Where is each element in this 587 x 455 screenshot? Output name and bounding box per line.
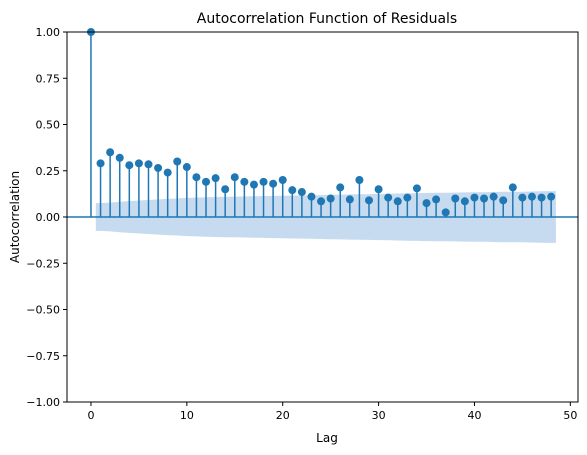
acf-point-20 [278,176,287,184]
acf-point-45 [518,193,527,202]
acf-point-39 [460,197,469,206]
acf-point-18 [259,177,268,186]
axes-layer: 0 10 20 30 40 50 −1.00 −0.75 −0.50 −0.25 0.00 0.25 0… [26,26,579,422]
acf-point-17 [249,180,258,189]
acf-point-47 [537,193,546,202]
acf-point-10 [182,163,191,172]
acf-point-1 [96,159,105,168]
acf-point-34 [412,184,421,193]
x-axis-label: Lag [316,431,338,445]
acf-point-25 [326,194,335,203]
x-tick-label-0: 0 [87,409,94,422]
acf-point-21 [288,186,297,195]
y-tick-label-2: −0.50 [26,304,60,317]
acf-point-43 [499,196,508,205]
acf-point-30 [374,185,383,194]
acf-point-36 [432,195,441,204]
y-tick-label-8: 1.00 [36,26,61,39]
y-tick-label-0: −1.00 [26,396,60,409]
acf-point-9 [173,157,182,166]
x-tick-label-10: 10 [180,409,194,422]
acf-point-38 [451,194,460,203]
acf-point-26 [336,183,345,192]
y-tick-label-1: −0.75 [26,350,60,363]
acf-point-16 [240,177,249,186]
y-tick-label-6: 0.50 [36,119,61,132]
acf-point-23 [307,192,316,201]
acf-point-33 [403,193,412,202]
x-tick-label-30: 30 [372,409,386,422]
stems-layer [67,28,578,218]
acf-point-11 [192,173,201,182]
y-tick-label-3: −0.25 [26,257,60,270]
acf-point-29 [364,196,373,205]
acf-point-4 [125,161,134,170]
acf-point-41 [480,194,489,203]
x-tick-label-50: 50 [563,409,577,422]
acf-point-15 [230,173,239,182]
acf-point-37 [441,208,450,217]
chart-title: Autocorrelation Function of Residuals [197,11,457,27]
x-tick-label-40: 40 [467,409,481,422]
acf-point-48 [547,192,556,201]
acf-point-46 [527,192,536,201]
acf-point-27 [345,195,354,204]
acf-point-13 [211,174,220,183]
acf-point-35 [422,199,431,208]
acf-point-3 [115,153,124,162]
acf-point-2 [106,148,115,157]
acf-point-5 [134,159,143,168]
acf-point-31 [384,193,393,202]
y-axis-label: Autocorrelation [8,171,22,263]
acf-point-24 [317,197,326,206]
acf-point-28 [355,176,364,184]
acf-point-6 [144,160,153,169]
acf-point-7 [154,163,163,172]
acf-point-8 [163,168,172,177]
acf-point-22 [297,188,306,197]
y-tick-label-4: 0.00 [36,211,61,224]
acf-point-32 [393,197,402,206]
acf-point-19 [269,179,278,188]
acf-point-42 [489,192,498,201]
acf-point-12 [202,177,211,186]
y-tick-label-7: 0.75 [36,72,61,85]
acf-point-44 [508,183,517,192]
acf-point-14 [221,185,230,194]
acf-point-40 [470,193,479,202]
y-tick-label-5: 0.25 [36,165,61,178]
x-tick-label-20: 20 [276,409,290,422]
